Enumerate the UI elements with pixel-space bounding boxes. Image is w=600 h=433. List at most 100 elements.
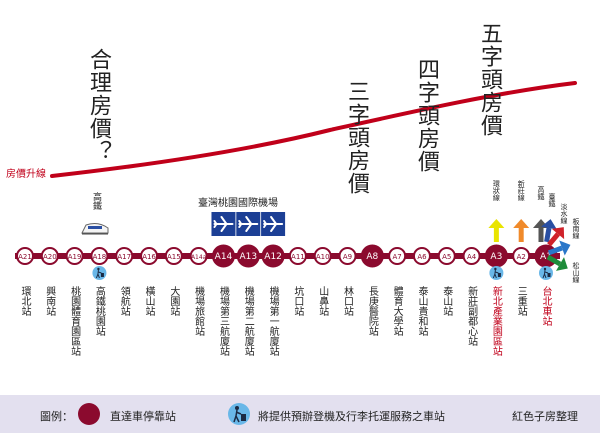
station-marker <box>512 247 531 265</box>
station-name-a14a: 機場旅館站 <box>192 286 204 336</box>
station-a16[interactable]: A16 <box>140 247 159 265</box>
station-name-a6: 泰山貴和站 <box>415 286 427 336</box>
station-name-a15: 大園站 <box>167 286 179 316</box>
station-code: A19 <box>68 253 82 261</box>
station-marker <box>164 247 183 265</box>
station-code: A10 <box>316 253 330 261</box>
station-name-a16: 橫山站 <box>143 286 155 316</box>
airport-icons <box>211 212 286 236</box>
station-name-a8: 長庚醫院站 <box>366 286 378 336</box>
connection-label: 高鐵 <box>537 186 545 200</box>
station-name-a14: 機場第三航廈站 <box>217 286 229 356</box>
station-a18[interactable]: A18 <box>90 247 109 265</box>
station-code: A13 <box>239 252 257 262</box>
station-marker <box>437 247 456 265</box>
station-a7[interactable]: A7 <box>388 247 407 265</box>
station-marker <box>236 244 260 268</box>
station-a1[interactable]: A1 <box>534 244 558 268</box>
luggage-service-icon <box>539 266 553 280</box>
station-a8[interactable]: A8 <box>360 244 384 268</box>
station-code: A1 <box>540 252 552 262</box>
station-a2[interactable]: A2 <box>512 247 531 265</box>
station-code: A11 <box>291 253 305 261</box>
station-name-a21: 環北站 <box>19 286 30 316</box>
connection-arrows <box>488 219 571 271</box>
station-a20[interactable]: A20 <box>40 247 59 265</box>
station-marker <box>412 247 431 265</box>
station-name-a20: 興南站 <box>43 286 55 316</box>
station-code: A20 <box>43 253 57 261</box>
station-a13[interactable]: A13 <box>236 244 260 268</box>
station-code: A14a <box>191 254 207 261</box>
luggage-service-icon <box>228 403 250 425</box>
airplane-icon <box>211 212 236 236</box>
station-marker <box>462 247 481 265</box>
airplane-icon <box>236 212 261 236</box>
legend-express-dot <box>78 403 100 425</box>
station-a17[interactable]: A17 <box>115 247 134 265</box>
station-name-a2: 三重站 <box>515 286 527 316</box>
legend-service-label: 將提供預辦登機及行李托運服務之車站 <box>258 410 445 423</box>
station-name-a7: 體育大學站 <box>391 286 403 336</box>
connection-label: 淡水線 <box>560 203 568 224</box>
station-name-a13: 機場第二航廈站 <box>242 286 254 356</box>
connection-label: 環狀線 <box>492 180 501 201</box>
station-a4[interactable]: A4 <box>462 247 481 265</box>
station-name-a10: 山鼻站 <box>316 286 328 316</box>
songshan-line-arrow <box>546 254 568 271</box>
tamsui-line-arrow <box>547 227 565 247</box>
station-marker <box>189 247 208 265</box>
price-rise-curve <box>50 81 577 178</box>
station-a21[interactable]: A21 <box>16 247 34 265</box>
station-name-a17: 領航站 <box>118 286 130 316</box>
station-a19[interactable]: A19 <box>65 247 84 265</box>
station-code: A2 <box>517 253 526 261</box>
ring-line-arrow <box>488 219 505 242</box>
airplane-icon <box>261 212 286 236</box>
connection-label: 松山線 <box>572 262 580 283</box>
connection-label: 新莊線 <box>517 180 526 201</box>
station-name-a11: 坑口站 <box>291 286 303 316</box>
station-marker <box>288 247 307 265</box>
hsr-label: 高鐵 <box>91 192 101 210</box>
legend-bar: 圖例： 直達車停靠站 將提供預辦登機及行李托運服務之車站 紅色子房整理 <box>0 395 600 433</box>
station-marker <box>360 244 384 268</box>
station-code: A17 <box>117 253 131 261</box>
station-a14a[interactable]: A14a <box>189 247 208 265</box>
connection-label: 板南線 <box>572 218 580 239</box>
station-marker <box>40 247 59 265</box>
station-code: A6 <box>417 253 427 261</box>
stations-group: A21 A20 A19 A18 A17 A16 A15 A14a A14 A13 A12 A11 A10… <box>16 244 558 280</box>
station-marker <box>90 247 109 265</box>
bannan-line-arrow <box>547 240 571 256</box>
station-a3[interactable]: A3 <box>484 244 508 268</box>
legend-express-label: 直達車停靠站 <box>110 410 176 423</box>
station-name-a1: 台北車站 <box>540 286 551 326</box>
station-a14[interactable]: A14 <box>211 244 235 268</box>
legend-prefix: 圖例： <box>40 410 73 423</box>
station-name-a5: 泰山站 <box>440 286 452 316</box>
station-marker <box>313 247 332 265</box>
station-code: A16 <box>142 253 156 261</box>
station-a12[interactable]: A12 <box>261 244 285 268</box>
station-marker <box>65 247 84 265</box>
station-marker <box>211 244 235 268</box>
station-marker <box>115 247 134 265</box>
station-name-a18: 高鐵桃園站 <box>93 286 105 336</box>
legend-credit: 紅色子房整理 <box>512 410 578 423</box>
hsr-train-icon <box>80 220 110 236</box>
station-a15[interactable]: A15 <box>164 247 183 265</box>
station-a5[interactable]: A5 <box>437 247 456 265</box>
station-marker <box>16 247 34 265</box>
station-name-a9: 林口站 <box>341 286 353 316</box>
station-code: A8 <box>366 252 378 262</box>
annotation-five-digit-price: 五字頭房價 <box>477 22 502 137</box>
station-code: A9 <box>343 253 352 261</box>
station-a6[interactable]: A6 <box>412 247 431 265</box>
airport-title: 臺灣桃園國際機場 <box>198 198 278 209</box>
station-a11[interactable]: A11 <box>288 247 307 265</box>
annotation-reasonable-price: 合理房價？ <box>86 48 111 163</box>
station-a9[interactable]: A9 <box>338 247 357 265</box>
station-a10[interactable]: A10 <box>313 247 332 265</box>
annotation-three-digit-price: 三字頭房價 <box>344 80 369 195</box>
